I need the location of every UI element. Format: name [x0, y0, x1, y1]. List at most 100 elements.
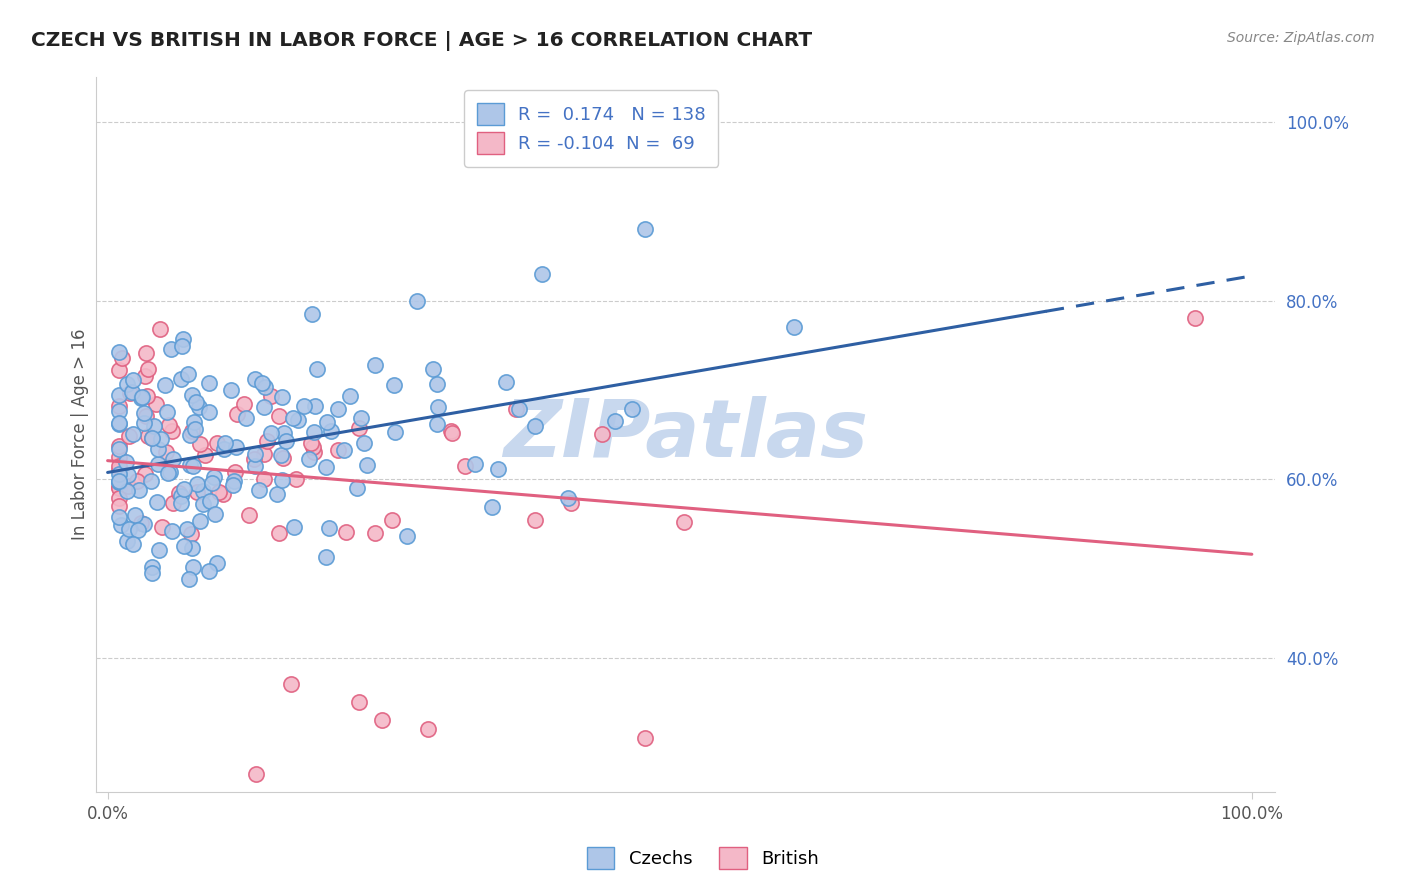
- Point: [198, 564, 221, 578]
- Point: [347, 421, 370, 435]
- Point: [225, 407, 247, 421]
- Point: [117, 534, 139, 549]
- Point: [304, 399, 326, 413]
- Point: [266, 487, 288, 501]
- Point: [176, 367, 198, 381]
- Point: [557, 491, 579, 506]
- Point: [523, 418, 546, 433]
- Point: [356, 458, 378, 473]
- Point: [285, 472, 308, 486]
- Point: [245, 447, 267, 461]
- Point: [143, 419, 166, 434]
- Point: [108, 481, 131, 495]
- Point: [672, 515, 695, 529]
- Point: [157, 417, 180, 432]
- Point: [396, 529, 419, 543]
- Point: [363, 358, 385, 372]
- Point: [267, 525, 290, 540]
- Point: [183, 415, 205, 429]
- Point: [131, 516, 153, 531]
- Text: ZIPatlas: ZIPatlas: [503, 395, 868, 474]
- Point: [111, 351, 134, 365]
- Point: [108, 399, 131, 413]
- Point: [179, 428, 201, 442]
- Point: [181, 388, 204, 402]
- Point: [108, 345, 131, 359]
- Point: [591, 426, 613, 441]
- Point: [301, 307, 323, 321]
- Point: [381, 514, 404, 528]
- Point: [315, 550, 337, 565]
- Point: [172, 332, 194, 346]
- Point: [249, 483, 271, 497]
- Point: [634, 731, 657, 745]
- Point: [481, 500, 503, 514]
- Point: [273, 451, 295, 466]
- Point: [108, 459, 131, 474]
- Point: [349, 695, 371, 709]
- Point: [353, 435, 375, 450]
- Point: [204, 508, 226, 522]
- Point: [426, 400, 449, 414]
- Point: [160, 342, 183, 356]
- Point: [121, 384, 143, 399]
- Point: [108, 491, 131, 505]
- Point: [180, 425, 202, 439]
- Point: [349, 411, 371, 425]
- Point: [364, 526, 387, 541]
- Point: [108, 467, 131, 481]
- Point: [108, 475, 131, 489]
- Point: [225, 440, 247, 454]
- Point: [321, 425, 343, 439]
- Point: [505, 402, 527, 417]
- Point: [333, 443, 356, 458]
- Point: [162, 452, 184, 467]
- Point: [108, 475, 131, 489]
- Point: [267, 409, 290, 423]
- Point: [181, 541, 204, 556]
- Point: [219, 383, 242, 397]
- Point: [245, 766, 267, 780]
- Legend: R =  0.174   N = 138, R = -0.104  N =  69: R = 0.174 N = 138, R = -0.104 N = 69: [464, 90, 718, 167]
- Point: [205, 556, 228, 570]
- Point: [108, 450, 131, 464]
- Point: [156, 405, 179, 419]
- Point: [222, 474, 245, 488]
- Point: [214, 442, 236, 456]
- Point: [198, 405, 221, 419]
- Point: [120, 385, 142, 400]
- Point: [124, 508, 146, 523]
- Point: [283, 410, 305, 425]
- Point: [159, 465, 181, 479]
- Point: [115, 455, 138, 469]
- Point: [181, 559, 204, 574]
- Point: [108, 439, 131, 453]
- Point: [131, 391, 153, 405]
- Point: [122, 373, 145, 387]
- Point: [297, 451, 319, 466]
- Point: [440, 424, 463, 438]
- Point: [283, 520, 305, 534]
- Point: [186, 395, 208, 409]
- Point: [304, 425, 326, 439]
- Point: [170, 496, 193, 510]
- Point: [149, 322, 172, 336]
- Point: [134, 369, 156, 384]
- Point: [191, 497, 214, 511]
- Point: [243, 452, 266, 467]
- Point: [603, 413, 626, 427]
- Point: [188, 514, 211, 528]
- Point: [198, 376, 221, 390]
- Point: [384, 425, 406, 439]
- Point: [260, 389, 283, 403]
- Point: [108, 417, 131, 431]
- Point: [122, 426, 145, 441]
- Point: [148, 543, 170, 558]
- Point: [135, 346, 157, 360]
- Point: [117, 479, 139, 493]
- Point: [115, 376, 138, 391]
- Point: [179, 572, 201, 586]
- Point: [150, 520, 173, 534]
- Point: [155, 445, 177, 459]
- Point: [108, 480, 131, 494]
